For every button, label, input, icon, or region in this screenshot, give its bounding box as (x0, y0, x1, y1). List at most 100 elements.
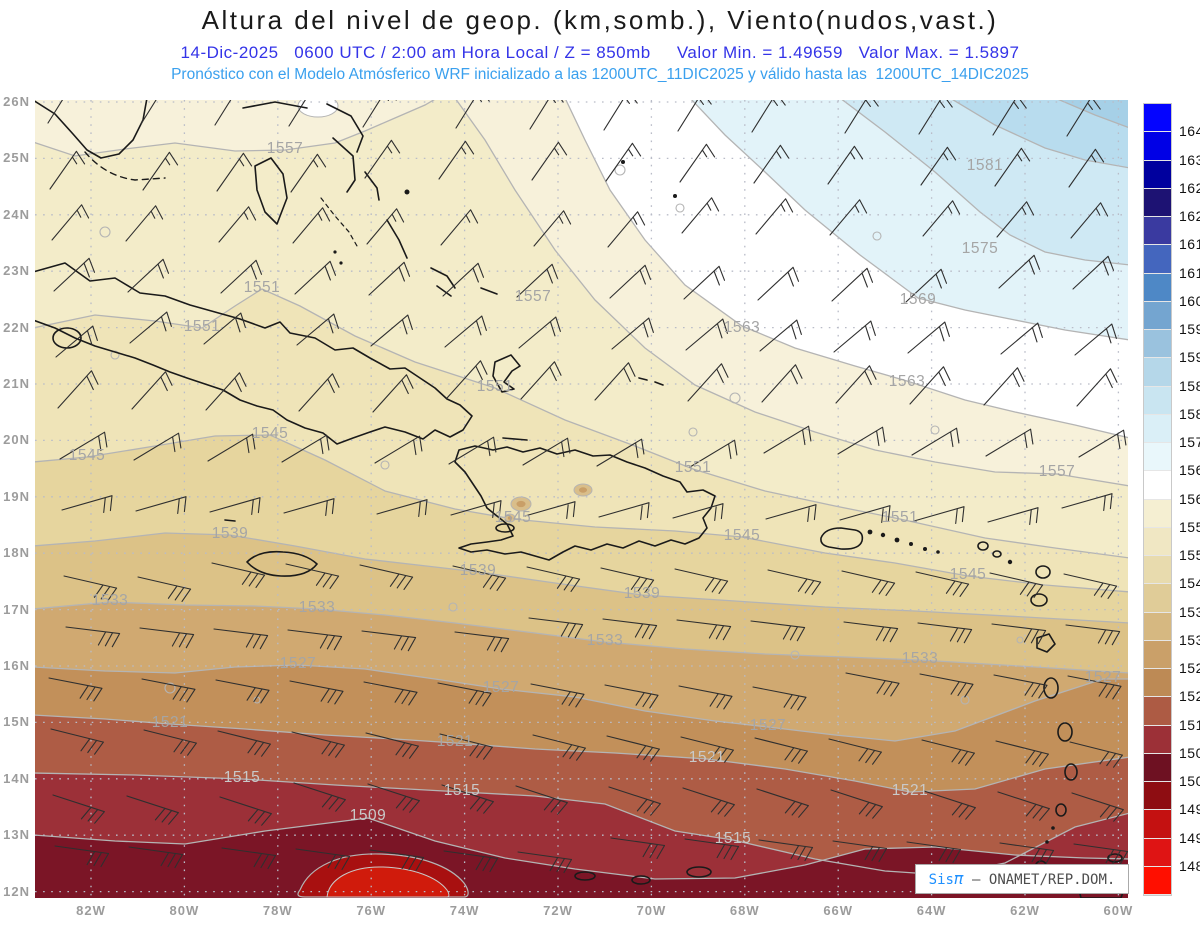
contour-label: 1551 (882, 509, 918, 526)
contour-label: 1569 (900, 291, 936, 308)
wind-barb (1063, 573, 1118, 599)
wind-barb (921, 739, 975, 766)
colorbar-tick-label: 1545 (1179, 575, 1200, 592)
wind-barb (372, 374, 414, 413)
contour-label: 1521 (689, 749, 725, 766)
lat-axis-label: 26N (3, 94, 30, 109)
colorbar-cell (1144, 556, 1171, 585)
wind-barb (684, 838, 740, 861)
wind-barb (288, 100, 306, 127)
colorbar-cell (1144, 330, 1171, 359)
lon-axis-label: 64W (916, 903, 947, 918)
wind-barb (52, 794, 105, 824)
contour-label: 1539 (460, 562, 496, 579)
contour-label: 1527 (1085, 669, 1121, 686)
contour-label: 1551 (184, 318, 220, 335)
wind-barb (141, 678, 196, 703)
contour-label: 1581 (967, 157, 1003, 174)
wind-barb (54, 845, 110, 868)
contour-label: 1545 (950, 566, 986, 583)
wind-barb (674, 568, 729, 594)
colorbar-cell (1144, 301, 1171, 330)
contour-label: 1527 (483, 679, 519, 696)
lat-axis-label: 16N (3, 658, 30, 673)
colorbar-cell (1144, 527, 1171, 556)
small-islands (333, 160, 1055, 844)
wind-barb (364, 139, 401, 179)
wind-barb (438, 140, 475, 180)
wind-barb (751, 100, 786, 133)
wind-barb (367, 783, 420, 813)
colorbar-cell (1144, 866, 1171, 895)
wind-barb (763, 425, 812, 454)
wind-barb (296, 313, 339, 346)
colorbar-tick-label: 1557 (1179, 518, 1200, 535)
lon-axis-label: 78W (262, 903, 293, 918)
shaded-bands-layer (35, 100, 1128, 898)
contour-label: 1515 (444, 782, 480, 799)
contour-label: 1533 (902, 650, 938, 667)
colorbar-tick-label: 1629 (1179, 179, 1200, 196)
colorbar-tick-label: 1623 (1179, 208, 1200, 224)
wind-barb (526, 566, 581, 592)
wind-barb (922, 200, 961, 237)
wind-barb (515, 785, 568, 815)
graticule-layer (35, 100, 1128, 898)
wind-barb (53, 257, 96, 292)
wind-barb (685, 318, 728, 351)
wind-barb (369, 849, 425, 872)
colorbar-tick-label: 1587 (1179, 377, 1200, 394)
contour-label: 1521 (892, 782, 928, 799)
wind-barb (362, 100, 397, 128)
wind-barb (142, 151, 179, 191)
wind-barb (516, 263, 559, 298)
wind-barb (533, 210, 572, 247)
contour-label: 1509 (350, 807, 386, 824)
lat-axis-label: 19N (3, 488, 30, 504)
wind-barb (604, 684, 659, 709)
lon-axis-label: 82W (76, 903, 106, 918)
wind-barb (1074, 323, 1117, 356)
wind-barb (531, 141, 568, 181)
wind-barb (139, 627, 195, 649)
colorbar-tick-label: 1485 (1179, 857, 1200, 874)
colorbar-tick-label: 1527 (1179, 660, 1200, 676)
lat-axis-label: 18N (3, 545, 30, 561)
wind-barb (750, 620, 806, 642)
colorbar-cell (1144, 753, 1171, 782)
colorbar-cell (1144, 669, 1171, 698)
wind-barb (216, 152, 253, 192)
wind-barb (1067, 675, 1122, 700)
wind-barb (913, 506, 965, 525)
lat-axis-label: 21N (3, 376, 30, 391)
lat-axis-label: 14N (3, 770, 30, 786)
wind-barb (127, 258, 170, 293)
wind-barb (1072, 255, 1115, 290)
wind-barb (370, 314, 413, 347)
wind-barb (59, 431, 108, 460)
wind-barb (839, 505, 891, 524)
colorbar-cell (1144, 443, 1171, 472)
wind-barb (600, 567, 655, 593)
wind-barb (911, 427, 960, 456)
contour-label: 1527 (280, 655, 316, 672)
wind-barb (126, 795, 179, 825)
colorbar-tick-label: 1551 (1179, 547, 1200, 563)
contour-label: 1545 (252, 425, 288, 442)
wind-barb (363, 681, 418, 706)
wind-barb (517, 851, 573, 874)
colorbar-cell (1144, 188, 1171, 217)
colorbar-tick-label: 1617 (1179, 236, 1200, 253)
map-plot-area: 1557 1551 1551 1557 1563 1563 1569 1575 1581 1557… (35, 100, 1128, 898)
wind-barb (837, 426, 886, 455)
wind-barb (841, 570, 896, 596)
wind-barb (1068, 148, 1105, 188)
colorbar-cell (1144, 245, 1171, 274)
colorbar-tick-label: 1503 (1179, 773, 1200, 789)
wind-barb (832, 840, 888, 863)
wind-barb (215, 679, 270, 704)
wind-barb (135, 496, 187, 515)
wind-barb (518, 316, 561, 349)
wind-barb (923, 790, 976, 820)
